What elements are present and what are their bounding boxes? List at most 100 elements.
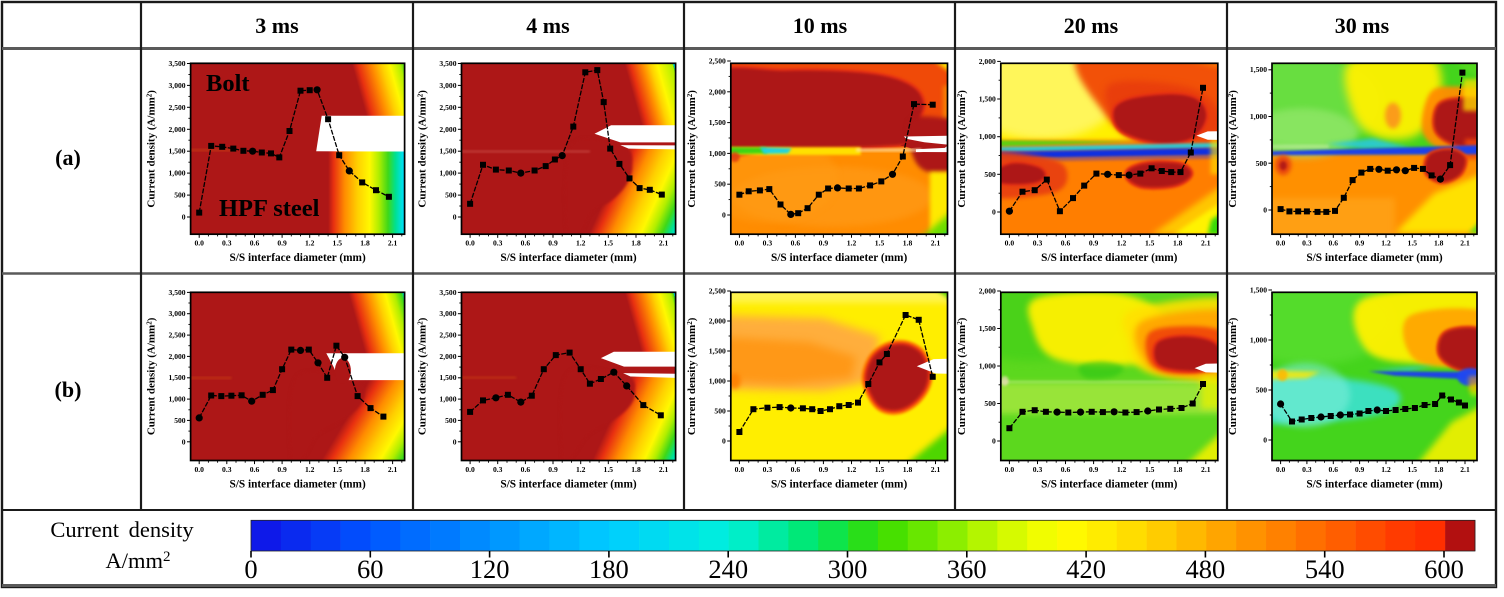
svg-text:0.6: 0.6 [1061, 239, 1071, 248]
svg-text:1,500: 1,500 [439, 147, 456, 156]
svg-text:2.1: 2.1 [1201, 465, 1211, 474]
svg-text:0.9: 0.9 [277, 465, 287, 474]
svg-text:S/S interface diameter (mm): S/S interface diameter (mm) [1306, 252, 1442, 264]
svg-text:1,500: 1,500 [169, 147, 186, 156]
svg-text:0.6: 0.6 [1329, 239, 1339, 248]
svg-text:S/S interface diameter (mm): S/S interface diameter (mm) [1306, 479, 1442, 491]
svg-text:600: 600 [1424, 554, 1464, 584]
svg-text:500: 500 [1256, 159, 1268, 168]
svg-text:0.3: 0.3 [763, 239, 773, 248]
svg-text:3,500: 3,500 [439, 288, 456, 297]
svg-text:2.1: 2.1 [659, 465, 669, 474]
svg-text:1,000: 1,000 [1250, 336, 1267, 345]
svg-text:1.5: 1.5 [604, 465, 614, 474]
svg-text:0.3: 0.3 [1302, 465, 1312, 474]
svg-text:1.2: 1.2 [576, 465, 586, 474]
svg-text:360: 360 [947, 554, 987, 584]
svg-text:500: 500 [714, 180, 726, 189]
svg-text:1.5: 1.5 [1408, 239, 1418, 248]
svg-text:480: 480 [1186, 554, 1226, 584]
svg-text:1.5: 1.5 [333, 239, 343, 248]
svg-text:HPF steel: HPF steel [219, 195, 320, 222]
svg-text:1,500: 1,500 [1250, 286, 1267, 295]
svg-text:1.8: 1.8 [360, 239, 370, 248]
svg-text:0.0: 0.0 [1276, 239, 1286, 248]
svg-text:S/S interface diameter (mm): S/S interface diameter (mm) [500, 479, 636, 491]
svg-text:3,000: 3,000 [169, 309, 186, 318]
svg-text:3,000: 3,000 [439, 309, 456, 318]
svg-text:500: 500 [445, 191, 457, 200]
svg-text:Bolt: Bolt [206, 70, 250, 97]
svg-text:1,000: 1,000 [709, 377, 726, 386]
svg-text:3 ms: 3 ms [255, 13, 299, 38]
svg-text:500: 500 [984, 399, 996, 408]
svg-text:1,500: 1,500 [1250, 65, 1267, 74]
svg-text:1,000: 1,000 [979, 362, 996, 371]
svg-text:540: 540 [1305, 554, 1345, 584]
svg-text:1,000: 1,000 [439, 169, 456, 178]
svg-text:1.8: 1.8 [631, 239, 641, 248]
svg-text:420: 420 [1066, 554, 1106, 584]
svg-text:0: 0 [1263, 436, 1267, 445]
svg-text:0.3: 0.3 [222, 239, 232, 248]
svg-text:0.3: 0.3 [1033, 465, 1043, 474]
svg-text:2,000: 2,000 [709, 317, 726, 326]
svg-text:Current density: Current density [50, 517, 194, 542]
svg-text:1,500: 1,500 [439, 373, 456, 382]
svg-text:1.8: 1.8 [1434, 239, 1444, 248]
svg-text:180: 180 [589, 554, 629, 584]
svg-text:S/S interface diameter (mm): S/S interface diameter (mm) [771, 479, 907, 491]
svg-text:0.9: 0.9 [548, 465, 558, 474]
svg-text:0.0: 0.0 [1005, 465, 1015, 474]
svg-text:2.1: 2.1 [931, 239, 941, 248]
svg-text:Current density (A/mm2): Current density (A/mm2) [1227, 90, 1239, 208]
svg-text:0: 0 [722, 437, 726, 446]
svg-text:0: 0 [722, 211, 726, 220]
svg-text:500: 500 [445, 416, 457, 425]
svg-text:0.9: 0.9 [1355, 465, 1365, 474]
svg-text:2,500: 2,500 [439, 331, 456, 340]
svg-text:Current density (A/mm2): Current density (A/mm2) [146, 317, 158, 435]
svg-text:2,000: 2,000 [439, 352, 456, 361]
svg-text:1.8: 1.8 [631, 465, 641, 474]
svg-text:1.8: 1.8 [903, 239, 913, 248]
svg-text:Current density (A/mm2): Current density (A/mm2) [956, 90, 968, 208]
svg-text:0.3: 0.3 [1033, 239, 1043, 248]
svg-text:0.6: 0.6 [250, 465, 260, 474]
svg-text:3,000: 3,000 [169, 81, 186, 90]
svg-text:500: 500 [714, 407, 726, 416]
svg-text:2,000: 2,000 [169, 125, 186, 134]
svg-text:3,000: 3,000 [439, 81, 456, 90]
svg-text:0.3: 0.3 [1302, 239, 1312, 248]
svg-text:1.5: 1.5 [1145, 465, 1155, 474]
svg-text:2,500: 2,500 [439, 103, 456, 112]
svg-text:0.0: 0.0 [465, 239, 475, 248]
svg-text:0.6: 0.6 [1061, 465, 1071, 474]
svg-text:0.3: 0.3 [493, 239, 503, 248]
svg-text:0.0: 0.0 [1276, 465, 1286, 474]
svg-text:0: 0 [182, 437, 186, 446]
svg-text:1.2: 1.2 [305, 239, 315, 248]
svg-text:0.0: 0.0 [735, 465, 745, 474]
svg-text:0.6: 0.6 [1329, 465, 1339, 474]
svg-text:0.9: 0.9 [1089, 239, 1099, 248]
svg-text:1.5: 1.5 [604, 239, 614, 248]
svg-text:0.6: 0.6 [791, 239, 801, 248]
svg-text:0.3: 0.3 [763, 465, 773, 474]
svg-text:1,500: 1,500 [979, 324, 996, 333]
svg-text:1.8: 1.8 [1173, 239, 1183, 248]
svg-text:120: 120 [470, 554, 510, 584]
svg-text:1.2: 1.2 [1117, 239, 1127, 248]
svg-text:0.9: 0.9 [819, 239, 829, 248]
svg-text:A/mm2: A/mm2 [105, 548, 170, 573]
svg-text:1.2: 1.2 [1381, 239, 1391, 248]
svg-text:2,000: 2,000 [439, 125, 456, 134]
svg-text:2.1: 2.1 [1201, 239, 1211, 248]
svg-text:(b): (b) [55, 377, 82, 402]
svg-text:1,500: 1,500 [709, 347, 726, 356]
svg-text:500: 500 [174, 416, 186, 425]
svg-text:0.0: 0.0 [194, 465, 204, 474]
svg-text:2,000: 2,000 [169, 352, 186, 361]
svg-text:Current density (A/mm2): Current density (A/mm2) [686, 90, 698, 208]
svg-text:2.1: 2.1 [388, 239, 398, 248]
